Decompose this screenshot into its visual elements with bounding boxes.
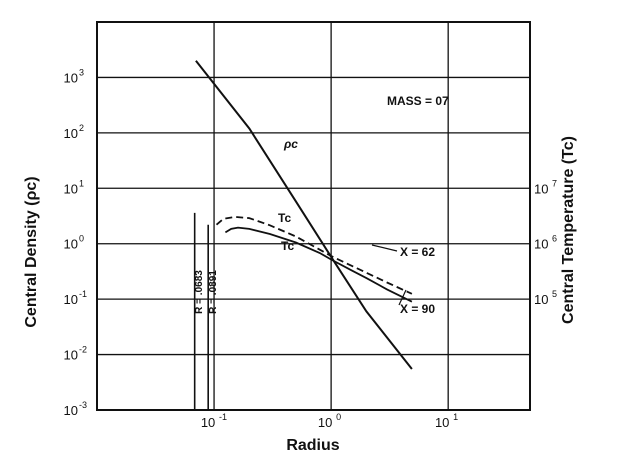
y-tick-label-left: 10 xyxy=(64,237,78,252)
plot-frame xyxy=(96,21,531,411)
x62-label: X = 62 xyxy=(400,245,435,259)
y-tick-exponent-left: 1 xyxy=(79,178,84,188)
y-tick-label-left: 10 xyxy=(64,181,78,196)
y-axis-title-right: Central Temperature (Tc) xyxy=(560,136,577,324)
y-tick-exponent-right: 7 xyxy=(552,178,557,188)
tc-x90-solid-line xyxy=(224,226,413,303)
x-tick-exponent: 1 xyxy=(453,412,458,422)
grid-lines xyxy=(97,22,530,411)
y-tick-exponent-left: 2 xyxy=(79,123,84,133)
y-tick-label-right: 10 xyxy=(534,181,548,196)
r0891-label: R = .0891 xyxy=(208,270,219,314)
y-tick-label-left: 10 xyxy=(64,292,78,307)
r0683-label: R = .0683 xyxy=(194,270,205,314)
y-tick-exponent-left: -1 xyxy=(79,289,87,299)
x-axis-title: Radius xyxy=(286,437,339,454)
x-tick-label: 10 xyxy=(201,415,215,430)
y-tick-exponent-left: 3 xyxy=(79,67,84,77)
tc-x62-dashed-line xyxy=(215,215,413,295)
series-group xyxy=(193,60,413,410)
y-tick-exponent-left: -2 xyxy=(79,345,87,355)
tick-labels: 10 -1 10 0 10 110 -310 -210 -110 010 110 210 310 510 6… xyxy=(64,67,557,430)
y-tick-label-right: 10 xyxy=(534,292,548,307)
y-tick-label-left: 10 xyxy=(64,403,78,418)
mass-annotation: MASS = 07 xyxy=(387,94,449,108)
rho-c-line xyxy=(195,60,413,370)
x90-pointer xyxy=(398,289,407,306)
y-tick-label-left: 10 xyxy=(64,126,78,141)
rho-label: ρc xyxy=(283,137,298,151)
y-tick-exponent-right: 6 xyxy=(552,234,557,244)
x62-pointer xyxy=(371,244,398,252)
x-tick-exponent: -1 xyxy=(219,412,227,422)
x-tick-label: 10 xyxy=(318,415,332,430)
y-tick-exponent-left: -3 xyxy=(79,400,87,410)
x90-label: X = 90 xyxy=(400,302,435,316)
x-tick-exponent: 0 xyxy=(336,412,341,422)
x-tick-label: 10 xyxy=(435,415,449,430)
y-tick-label-left: 10 xyxy=(64,70,78,85)
y-tick-label-right: 10 xyxy=(534,237,548,252)
y-axis-title-left: Central Density (ρc) xyxy=(23,176,40,327)
y-tick-label-left: 10 xyxy=(64,348,78,363)
y-tick-exponent-left: 0 xyxy=(79,234,84,244)
tc-upper-label: Tc xyxy=(278,211,291,225)
tc-lower-label: Tc xyxy=(281,239,294,253)
y-tick-exponent-right: 5 xyxy=(552,289,557,299)
